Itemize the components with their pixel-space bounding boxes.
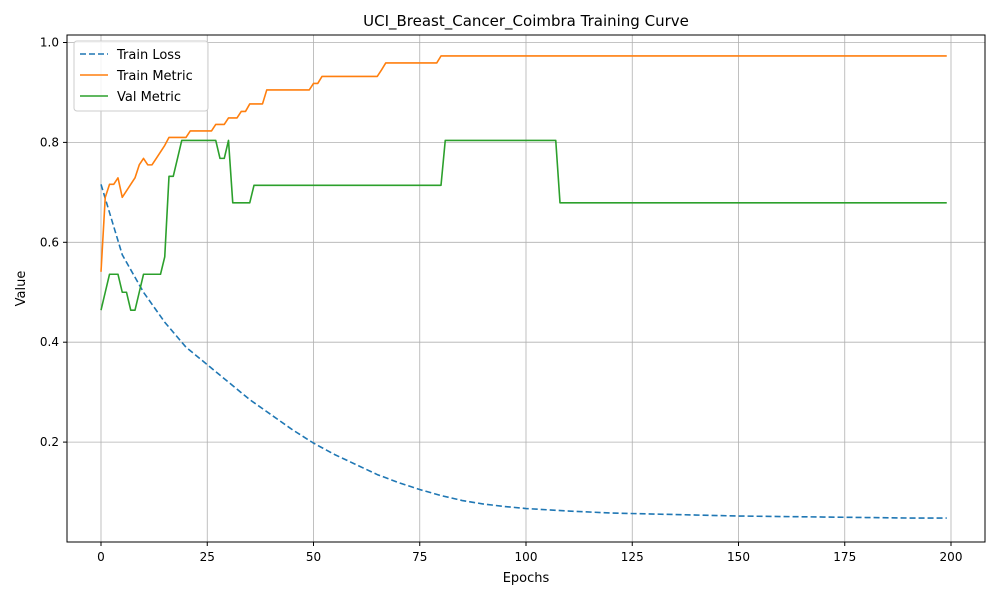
series-line-train-metric <box>100 55 947 272</box>
x-tick-label: 75 <box>412 550 427 564</box>
x-axis-label: Epochs <box>503 571 550 586</box>
legend: Train Loss Train Metric Val Metric <box>73 40 209 112</box>
x-tick-label: 25 <box>200 550 215 564</box>
y-tick-label: 1.0 <box>40 35 59 49</box>
y-tick-label: 0.2 <box>40 435 59 449</box>
x-tick-label: 100 <box>515 550 538 564</box>
legend-label: Train Loss <box>116 48 181 63</box>
series-lines <box>100 55 947 519</box>
y-tick-label: 0.8 <box>40 135 59 149</box>
grid-lines <box>67 35 985 542</box>
legend-label: Train Metric <box>116 69 193 84</box>
y-axis-label: Value <box>14 271 29 307</box>
x-tick-label: 0 <box>97 550 105 564</box>
x-tick-label: 50 <box>306 550 321 564</box>
legend-label: Val Metric <box>117 90 181 105</box>
chart-title: UCI_Breast_Cancer_Coimbra Training Curve <box>363 12 689 31</box>
y-tick-label: 0.4 <box>40 335 59 349</box>
x-tick-label: 125 <box>621 550 644 564</box>
x-tick-label: 150 <box>727 550 750 564</box>
legend-box <box>73 40 209 112</box>
y-tick-label: 0.6 <box>40 235 59 249</box>
x-tick-label: 175 <box>833 550 856 564</box>
series-line-val-metric <box>100 139 947 312</box>
x-tick-label: 200 <box>940 550 963 564</box>
axis-ticks: 0 25 50 75 100 125 150 175 200 0.2 0.4 0.6 0.8 1.0 <box>40 35 963 564</box>
series-line-train-loss <box>100 184 947 519</box>
